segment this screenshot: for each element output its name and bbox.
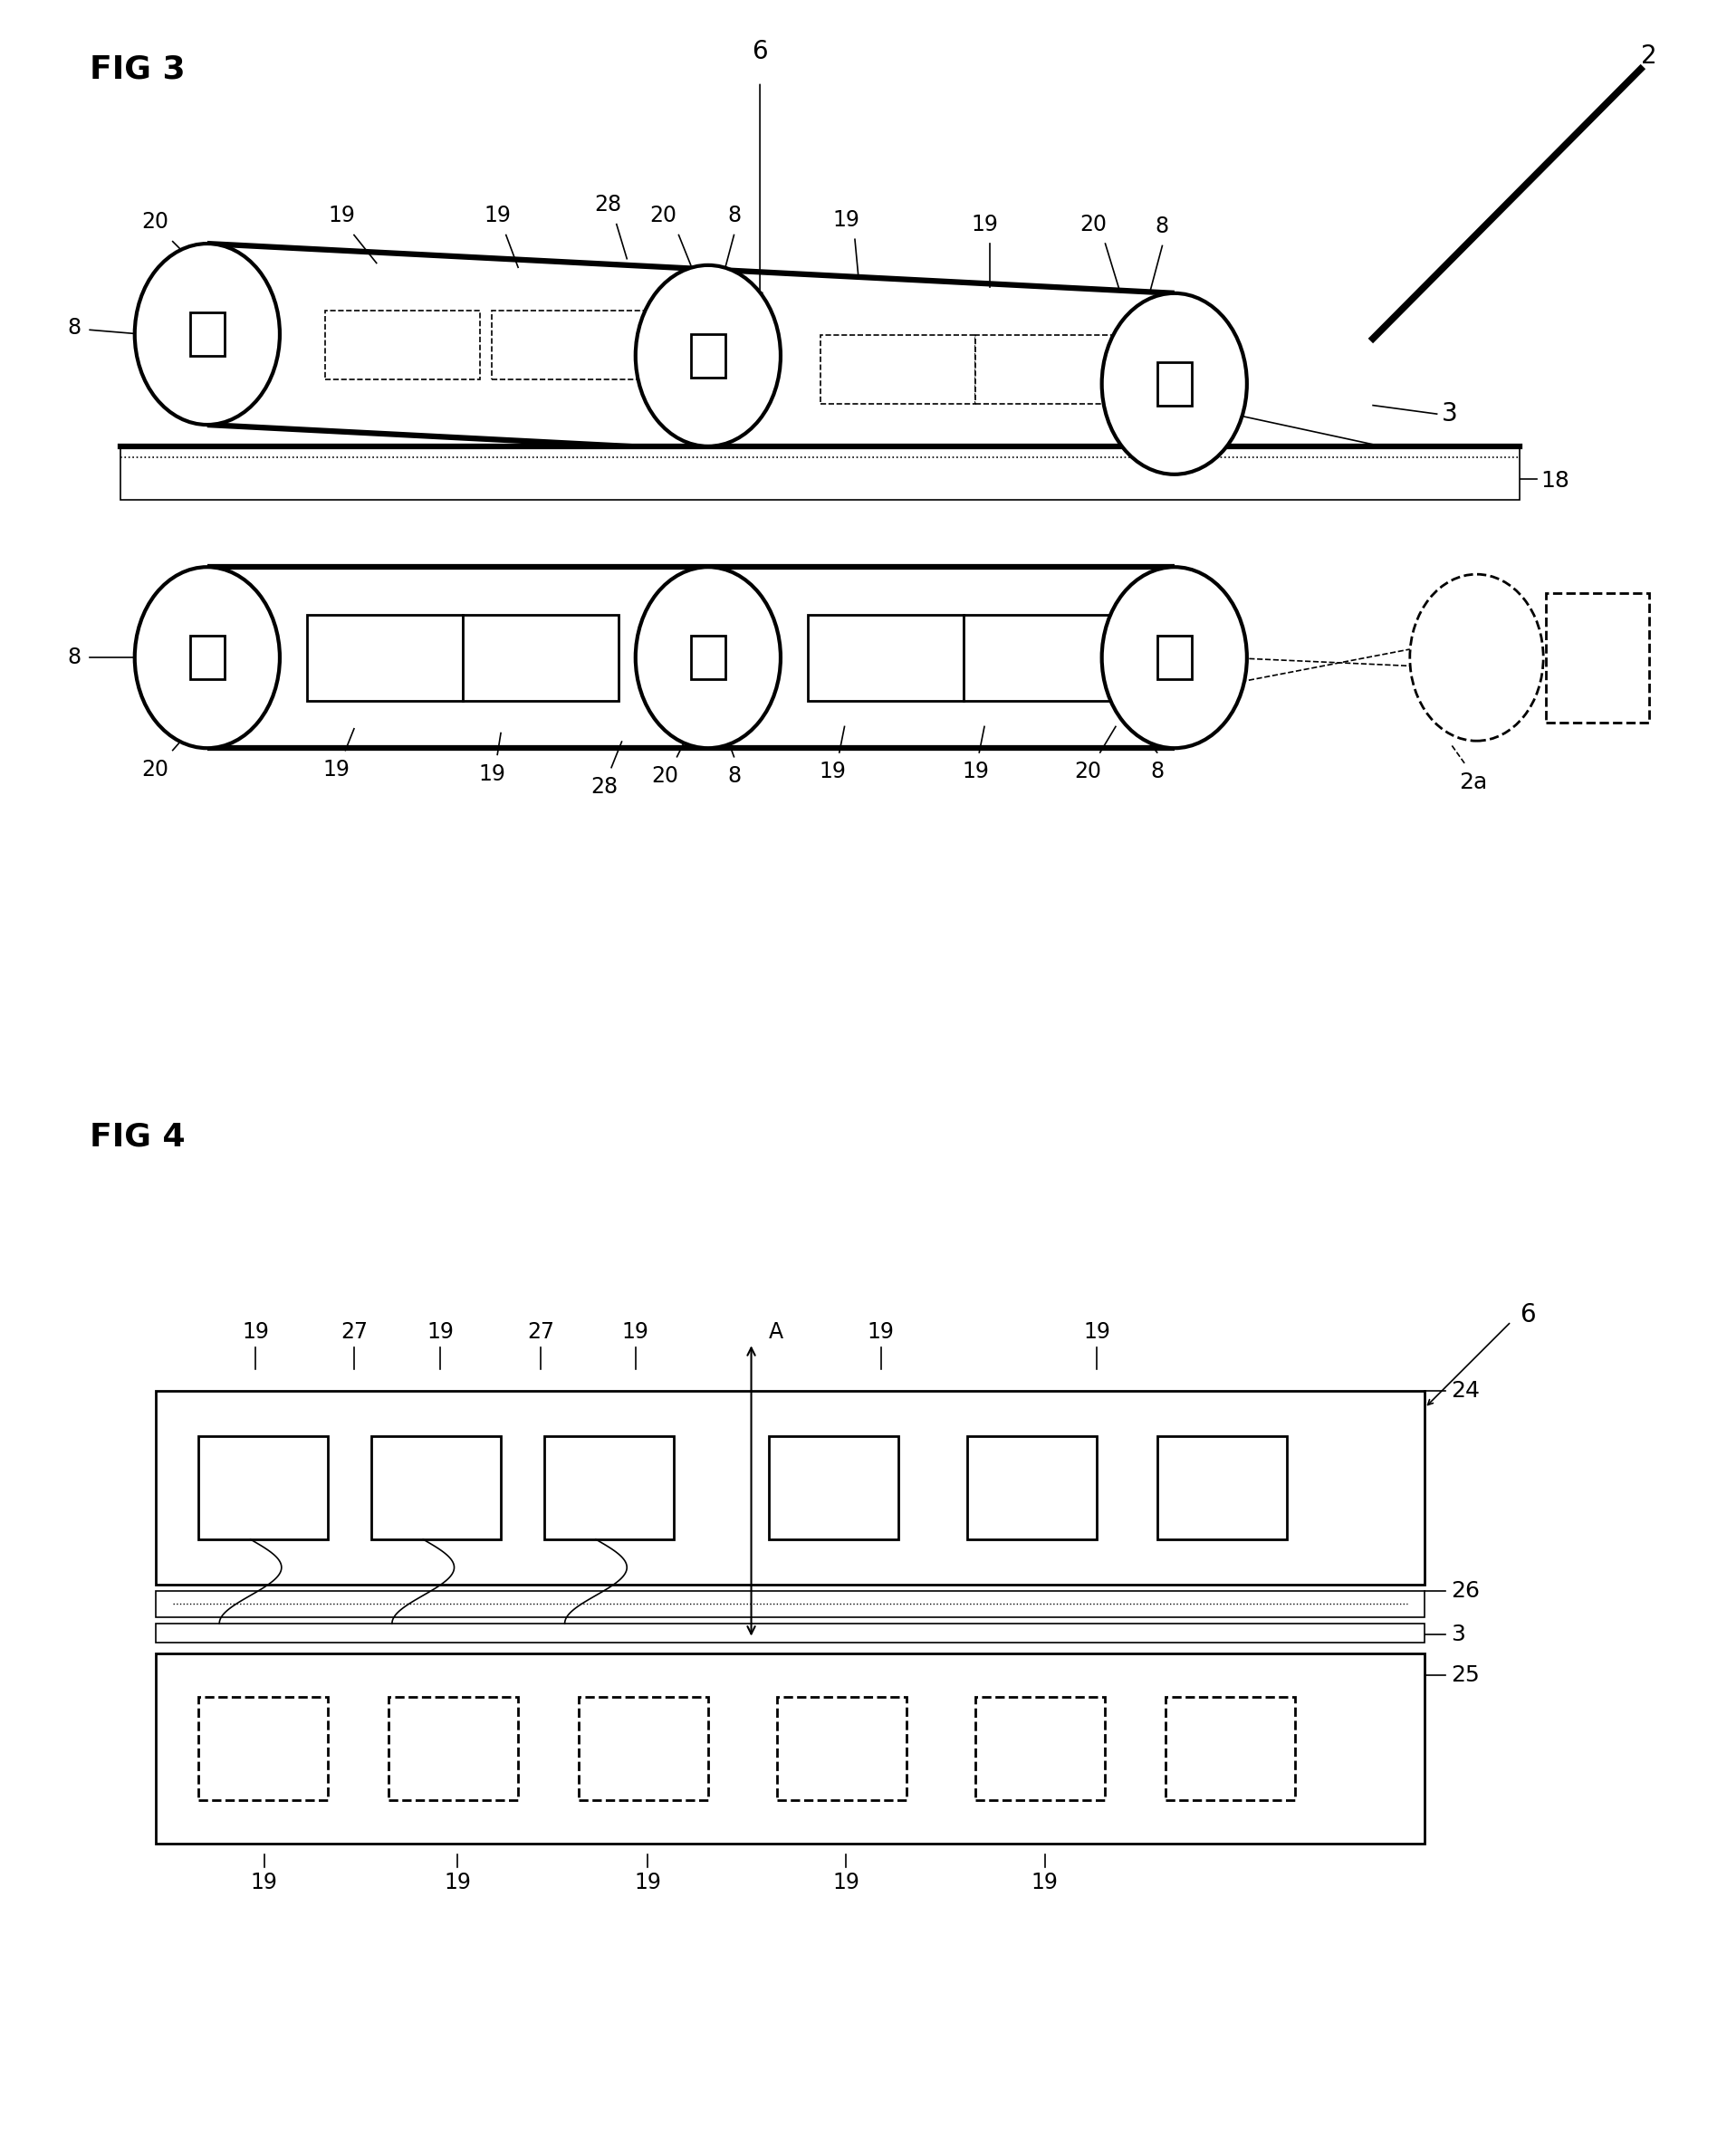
Text: 28: 28 (594, 194, 622, 216)
Text: 8: 8 (67, 647, 81, 668)
Text: 19: 19 (444, 1871, 471, 1893)
Text: 19: 19 (1031, 1871, 1059, 1893)
Text: 6: 6 (751, 39, 769, 65)
Bar (155, 1623, 1425, 1643)
Text: 8: 8 (727, 765, 741, 787)
Bar (808, 614, 964, 701)
Circle shape (135, 567, 280, 748)
Text: 25: 25 (1451, 1664, 1480, 1686)
Text: 8: 8 (67, 317, 81, 338)
Bar (190, 636, 225, 679)
Bar (155, 1591, 1425, 1617)
Bar (199, 1436, 328, 1539)
Text: 2a: 2a (1459, 772, 1487, 793)
Bar (976, 336, 1131, 405)
Text: 26: 26 (1451, 1580, 1480, 1602)
Text: FIG 3: FIG 3 (90, 54, 185, 84)
Text: FIG 4: FIG 4 (90, 1121, 185, 1151)
Text: 19: 19 (328, 205, 356, 226)
Text: 19: 19 (832, 209, 860, 231)
Bar (121, 446, 1520, 500)
Text: 6: 6 (1520, 1302, 1535, 1328)
Bar (155, 1391, 1425, 1585)
Bar (769, 1436, 898, 1539)
Text: 20: 20 (651, 765, 679, 787)
Bar (463, 614, 618, 701)
Bar (1166, 1697, 1295, 1800)
Bar (1157, 1436, 1287, 1539)
Text: 19: 19 (478, 763, 506, 785)
Text: 3: 3 (1442, 401, 1458, 427)
Bar (307, 614, 463, 701)
Bar (155, 1654, 1425, 1843)
Circle shape (135, 244, 280, 425)
Text: 20: 20 (142, 759, 169, 780)
Circle shape (1102, 293, 1247, 474)
Bar (820, 336, 976, 405)
Text: 19: 19 (971, 213, 998, 235)
Bar (976, 1697, 1105, 1800)
Text: 19: 19 (484, 205, 511, 226)
Text: 20: 20 (1074, 761, 1102, 783)
Bar (1157, 362, 1192, 405)
Text: 19: 19 (250, 1871, 278, 1893)
Bar (1157, 636, 1192, 679)
Text: 27: 27 (340, 1322, 368, 1343)
Text: 27: 27 (527, 1322, 554, 1343)
Bar (371, 1436, 501, 1539)
Text: 20: 20 (1079, 213, 1107, 235)
Text: A: A (769, 1322, 782, 1343)
Text: 19: 19 (323, 759, 351, 780)
Bar (190, 313, 225, 356)
Bar (389, 1697, 518, 1800)
Text: 18: 18 (1540, 470, 1570, 492)
Circle shape (1102, 567, 1247, 748)
Text: 19: 19 (622, 1322, 649, 1343)
Text: 19: 19 (962, 761, 990, 783)
Text: 19: 19 (242, 1322, 269, 1343)
Circle shape (636, 265, 781, 446)
Bar (964, 614, 1119, 701)
Text: 8: 8 (727, 205, 741, 226)
Bar (199, 1697, 328, 1800)
Text: 19: 19 (832, 1871, 860, 1893)
Bar (967, 1436, 1097, 1539)
Bar (492, 310, 648, 379)
Text: 19: 19 (1083, 1322, 1110, 1343)
Text: 8: 8 (1155, 216, 1169, 237)
Bar (1546, 593, 1649, 722)
Bar (691, 334, 725, 377)
Text: 19: 19 (819, 761, 846, 783)
Text: 28: 28 (591, 776, 618, 798)
Text: 20: 20 (142, 211, 169, 233)
Bar (544, 1436, 674, 1539)
Text: 20: 20 (649, 205, 677, 226)
Text: 24: 24 (1451, 1380, 1480, 1401)
Bar (777, 1697, 907, 1800)
Text: 3: 3 (1451, 1623, 1464, 1645)
Text: 19: 19 (427, 1322, 454, 1343)
Bar (691, 636, 725, 679)
Bar (325, 310, 480, 379)
Bar (579, 1697, 708, 1800)
Text: 19: 19 (867, 1322, 895, 1343)
Text: 2: 2 (1641, 43, 1656, 69)
Text: 8: 8 (1150, 761, 1164, 783)
Text: 19: 19 (634, 1871, 661, 1893)
Circle shape (636, 567, 781, 748)
